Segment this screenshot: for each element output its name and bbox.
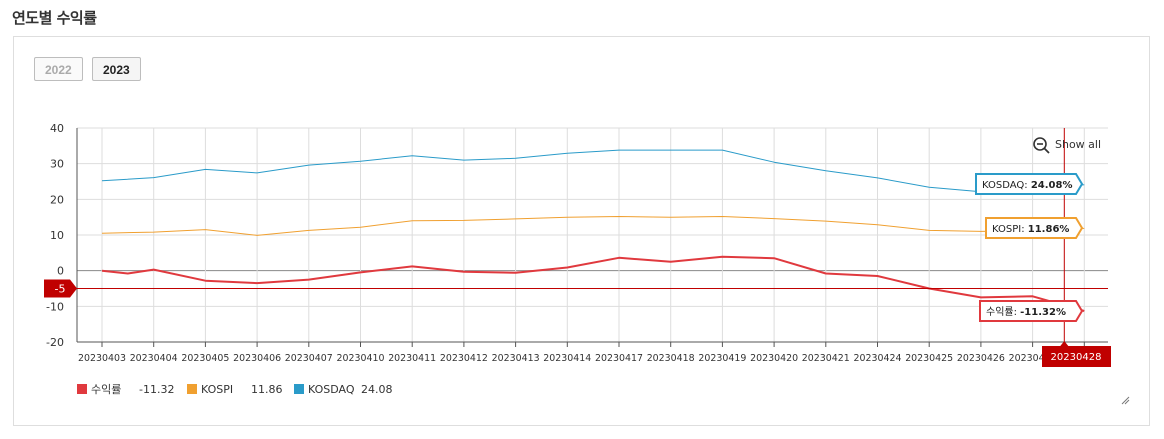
x-tick-label: 20230414 [543, 353, 591, 364]
legend-value: 24.08 [361, 383, 393, 396]
x-tick-label: 20230410 [337, 353, 385, 364]
zoom-out-icon [1033, 137, 1047, 151]
y-tick-label: 40 [50, 122, 64, 135]
y-tick-label: 30 [50, 158, 64, 171]
kospi-series-line [101, 216, 1085, 236]
kosdaq-tooltip-text: KOSDAQ: 24.08% [982, 180, 1073, 191]
x-tick-label: 20230424 [854, 353, 902, 364]
page-title: 연도별 수익률 [12, 9, 97, 27]
y-tick-label: 0 [57, 265, 64, 278]
x-tick-label: 20230420 [750, 353, 798, 364]
returns-series-line [101, 255, 1085, 312]
crosshair-x-label: 20230428 [1051, 352, 1102, 363]
show-all-button[interactable]: Show all [1055, 138, 1101, 151]
x-tick-label: 20230419 [698, 353, 746, 364]
y-tick-label: -20 [46, 336, 64, 349]
kospi-tooltip-box [985, 217, 1084, 239]
legend-label[interactable]: KOSDAQ [308, 383, 355, 396]
crosshair-y-label: -5 [55, 283, 66, 296]
year-button-2023[interactable]: 2023 [92, 57, 141, 81]
legend-swatch [294, 384, 304, 394]
crosshair-x-label-box [1042, 341, 1111, 367]
returns-tooltip-box [979, 300, 1084, 322]
x-tick-label: 20230405 [181, 353, 229, 364]
x-tick-label: 20230404 [130, 353, 178, 364]
y-tick-label: 10 [50, 229, 64, 242]
x-tick-label: 20230425 [905, 353, 953, 364]
x-tick-label: 20230411 [388, 353, 436, 364]
returns-tooltip-text: 수익률: -11.32% [986, 306, 1066, 318]
x-tick-label: 20230412 [440, 353, 488, 364]
legend-swatch [77, 384, 87, 394]
kospi-tooltip-text: KOSPI: 11.86% [992, 224, 1069, 235]
x-tick-label: 20230418 [647, 353, 695, 364]
zoom-out-icon-handle [1043, 147, 1050, 154]
kosdaq-series-line [101, 149, 1085, 193]
x-tick-label: 20230407 [285, 353, 333, 364]
y-tick-label: 20 [50, 193, 64, 206]
x-tick-label: 20230406 [233, 353, 281, 364]
legend-value: 11.86 [251, 383, 283, 396]
year-button-2022[interactable]: 2022 [34, 57, 83, 81]
x-tick-label: 20230403 [78, 353, 126, 364]
legend-value: -11.32 [139, 383, 174, 396]
crosshair-y-label-box [44, 279, 77, 298]
kosdaq-tooltip-box [975, 173, 1084, 195]
chart-panel [13, 36, 1150, 426]
x-tick-label: 20230413 [492, 353, 540, 364]
resize-grip-icon[interactable] [1120, 395, 1130, 405]
legend-label[interactable]: 수익률 [91, 383, 121, 396]
legend-swatch [187, 384, 197, 394]
y-tick-label: -10 [46, 300, 64, 313]
legend-label[interactable]: KOSPI [201, 383, 233, 396]
x-tick-label: 20230417 [595, 353, 643, 364]
x-tick-label: 20230421 [802, 353, 850, 364]
x-tick-label: 20230426 [957, 353, 1005, 364]
x-tick-label: 20230427 [1009, 353, 1057, 364]
